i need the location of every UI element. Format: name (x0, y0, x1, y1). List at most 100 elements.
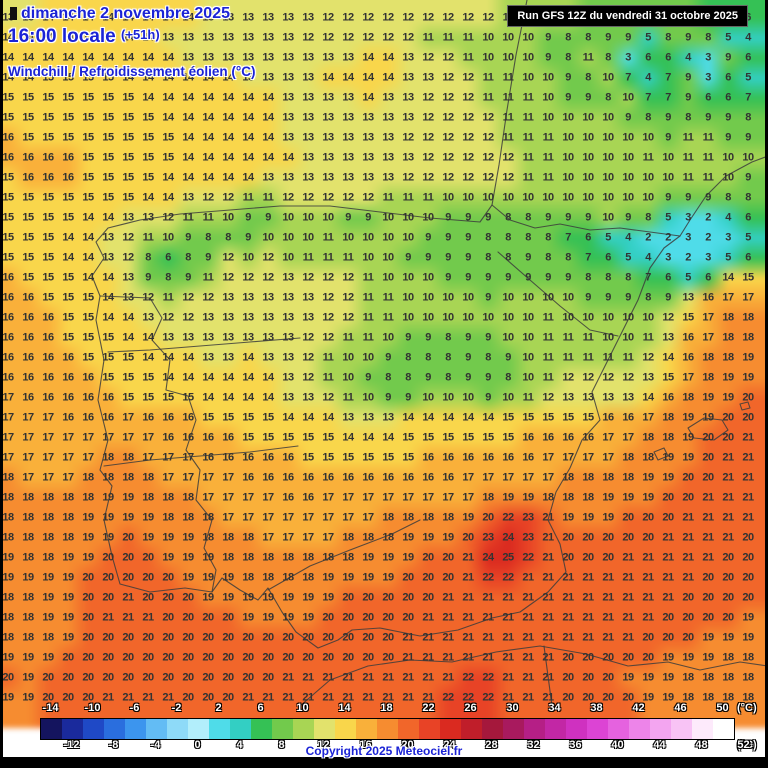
grid-value: 11 (542, 311, 554, 324)
grid-value: 12 (502, 171, 514, 184)
grid-value: 20 (162, 571, 174, 584)
grid-value: 18 (62, 531, 74, 544)
grid-value: 20 (682, 471, 694, 484)
grid-value: 12 (402, 11, 414, 24)
grid-value: 2 (665, 231, 671, 244)
grid-value: 14 (342, 431, 354, 444)
grid-value: 9 (685, 71, 691, 84)
grid-value: 16 (102, 391, 114, 404)
legend-tick: 52 (737, 739, 750, 751)
grid-value: 14 (362, 51, 374, 64)
grid-value: 9 (445, 271, 451, 284)
grid-value: 18 (662, 431, 674, 444)
grid-value: 18 (122, 451, 134, 464)
grid-value: 10 (642, 191, 654, 204)
grid-value: 16 (662, 391, 674, 404)
grid-value: 13 (102, 251, 114, 264)
grid-value: 11 (582, 51, 594, 64)
grid-value: 9 (745, 171, 751, 184)
grid-value: 10 (482, 311, 494, 324)
grid-value: 21 (422, 671, 434, 684)
grid-value: 8 (745, 191, 751, 204)
grid-value: 13 (302, 131, 314, 144)
grid-value: 14 (102, 31, 114, 44)
grid-value: 16 (242, 451, 254, 464)
grid-value: 10 (602, 71, 614, 84)
grid-value: 21 (542, 671, 554, 684)
temperature-field (0, 0, 768, 728)
grid-value: 9 (625, 31, 631, 44)
grid-value: 15 (82, 111, 94, 124)
grid-value: 15 (242, 431, 254, 444)
grid-value: 18 (22, 631, 34, 644)
grid-value: 11 (382, 311, 394, 324)
grid-value: 11 (582, 351, 594, 364)
grid-value: 20 (242, 671, 254, 684)
grid-value: 14 (262, 131, 274, 144)
grid-value: 8 (585, 271, 591, 284)
grid-value: 18 (22, 491, 34, 504)
grid-value: 20 (122, 531, 134, 544)
legend-segment (356, 719, 377, 739)
grid-value: 21 (542, 551, 554, 564)
grid-value: 10 (722, 151, 734, 164)
grid-value: 12 (242, 271, 254, 284)
frame-marker[interactable] (10, 7, 17, 20)
grid-value: 18 (682, 671, 694, 684)
grid-value: 20 (662, 631, 674, 644)
grid-value: 21 (122, 591, 134, 604)
grid-value: 12 (482, 151, 494, 164)
grid-value: 19 (102, 531, 114, 544)
grid-value: 21 (402, 631, 414, 644)
grid-value: 17 (2, 411, 14, 424)
grid-value: 13 (242, 51, 254, 64)
grid-value: 19 (522, 491, 534, 504)
legend-tick: 10 (296, 702, 309, 714)
grid-value: 19 (662, 451, 674, 464)
grid-value: 20 (202, 631, 214, 644)
grid-value: 12 (322, 31, 334, 44)
grid-value: 4 (685, 51, 691, 64)
grid-value: 14 (82, 251, 94, 264)
grid-value: 12 (422, 151, 434, 164)
grid-value: 15 (22, 191, 34, 204)
grid-value: 17 (2, 451, 14, 464)
grid-value: 12 (202, 191, 214, 204)
grid-value: 18 (622, 451, 634, 464)
grid-value: 12 (342, 31, 354, 44)
grid-value: 13 (222, 351, 234, 364)
grid-value: 14 (22, 51, 34, 64)
grid-value: 12 (402, 31, 414, 44)
grid-value: 18 (22, 551, 34, 564)
grid-value: 17 (262, 491, 274, 504)
grid-value: 13 (302, 51, 314, 64)
grid-value: 10 (542, 191, 554, 204)
grid-value: 15 (502, 431, 514, 444)
grid-value: 22 (522, 551, 534, 564)
grid-value: 21 (462, 631, 474, 644)
grid-value: 16 (682, 351, 694, 364)
grid-value: 18 (82, 471, 94, 484)
grid-value: 14 (222, 391, 234, 404)
grid-value: 21 (702, 491, 714, 504)
grid-value: 19 (262, 591, 274, 604)
grid-value: 18 (742, 691, 754, 704)
grid-value: 21 (522, 571, 534, 584)
grid-value: 11 (602, 351, 614, 364)
grid-value: 21 (342, 671, 354, 684)
grid-value: 12 (282, 191, 294, 204)
grid-value: 13 (282, 371, 294, 384)
grid-value: 14 (142, 331, 154, 344)
grid-value: 11 (362, 271, 374, 284)
grid-value: 14 (162, 371, 174, 384)
grid-value: 11 (562, 331, 574, 344)
grid-value: 18 (2, 531, 14, 544)
grid-value: 15 (142, 391, 154, 404)
legend-tick: -8 (108, 739, 119, 751)
grid-value: 18 (182, 491, 194, 504)
time-text: 16:00 locale (8, 26, 116, 47)
grid-value: 20 (742, 551, 754, 564)
legend-segment (62, 719, 83, 739)
grid-value: 10 (462, 291, 474, 304)
grid-value: 20 (362, 591, 374, 604)
